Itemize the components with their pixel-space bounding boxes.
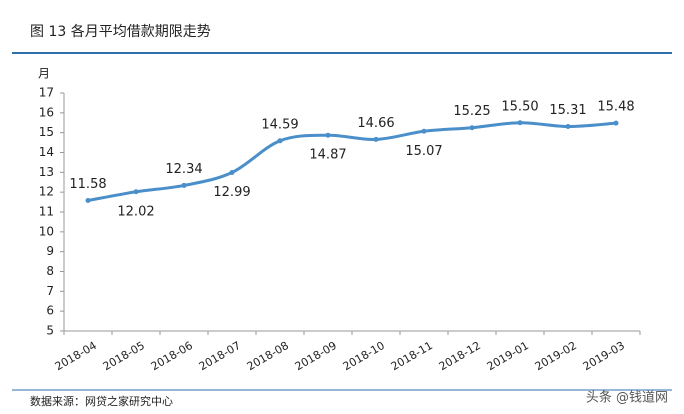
point — [85, 197, 91, 203]
y-tick-label: 9 — [46, 244, 54, 258]
x-tick-label: 2018-06 — [149, 339, 195, 373]
value-label: 12.34 — [165, 162, 202, 177]
y-tick-label: 5 — [46, 324, 54, 338]
y-tick-label: 13 — [39, 165, 54, 179]
line — [87, 121, 617, 202]
point — [613, 120, 619, 126]
source: 数据来源：网贷之家研究中心 — [30, 394, 173, 408]
y-tick-label: 12 — [39, 185, 54, 199]
point — [469, 125, 475, 131]
y-tick-label: 7 — [46, 284, 54, 298]
point — [517, 120, 523, 126]
value-label: 14.87 — [309, 148, 346, 163]
x-tick-label: 2018-10 — [341, 339, 387, 373]
x-tick-label: 2018-07 — [197, 339, 243, 373]
y-tick-label: 16 — [39, 105, 54, 119]
x-tick-label: 2018-04 — [53, 339, 99, 373]
y-tick-label: 17 — [39, 86, 54, 100]
x-tick-label: 2018-05 — [101, 339, 147, 373]
x-tick-label: 2018-11 — [389, 339, 435, 373]
value-label: 15.50 — [501, 99, 538, 114]
point — [373, 136, 379, 142]
x-tick-label: 2019-01 — [485, 339, 531, 373]
point — [277, 138, 283, 144]
value-label: 14.66 — [357, 116, 394, 131]
y-tick-label: 8 — [46, 264, 54, 278]
watermark: 头条 @钱道网 — [586, 390, 668, 406]
x-tick-label: 2018-12 — [437, 339, 483, 373]
value-label: 15.31 — [549, 103, 586, 118]
y-axis-label: 月 — [38, 67, 50, 81]
y-tick-label: 15 — [39, 125, 54, 139]
x-tick-label: 2019-02 — [533, 339, 579, 373]
point — [565, 124, 571, 130]
y-tick-label: 10 — [39, 224, 54, 238]
y-tick-label: 11 — [39, 205, 54, 219]
value-label: 14.59 — [261, 117, 298, 132]
point — [181, 182, 187, 188]
value-label: 12.02 — [117, 204, 154, 219]
y-tick-label: 14 — [39, 145, 54, 159]
x-tick-label: 2018-09 — [293, 339, 339, 373]
value-label: 15.25 — [453, 104, 490, 119]
value-label: 15.48 — [597, 100, 634, 115]
y-tick-label: 6 — [46, 304, 54, 318]
point — [325, 132, 331, 138]
point — [421, 128, 427, 134]
x-tick-label: 2018-08 — [245, 339, 291, 373]
value-label: 15.07 — [405, 144, 442, 159]
value-label: 12.99 — [213, 185, 250, 200]
value-label: 11.58 — [69, 177, 106, 192]
point — [133, 189, 139, 195]
point — [229, 170, 235, 176]
chart-title: 图 13 各月平均借款期限走势 — [30, 24, 211, 40]
x-tick-label: 2019-03 — [581, 339, 627, 373]
